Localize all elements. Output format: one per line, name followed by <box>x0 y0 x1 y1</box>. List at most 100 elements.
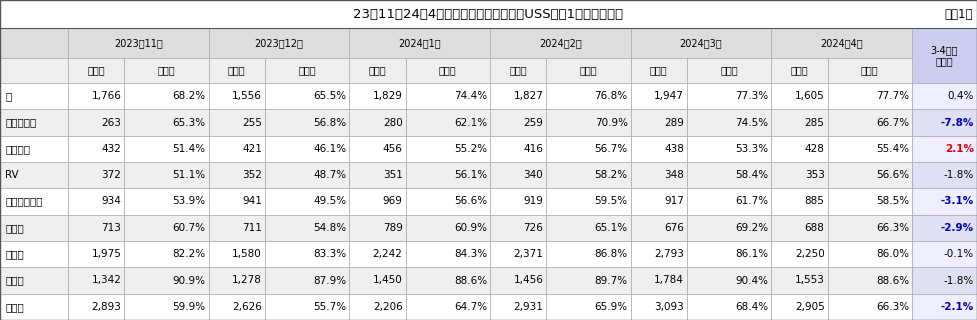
Bar <box>350 136 405 162</box>
Text: 428: 428 <box>805 144 825 154</box>
Text: 60.9%: 60.9% <box>454 223 487 233</box>
Bar <box>68 109 124 136</box>
Bar <box>124 58 209 83</box>
Text: -7.8%: -7.8% <box>941 117 974 127</box>
Text: 280: 280 <box>383 117 403 127</box>
Text: 66.7%: 66.7% <box>875 117 909 127</box>
Text: -3.1%: -3.1% <box>941 196 974 206</box>
Bar <box>828 241 912 267</box>
Text: 1,605: 1,605 <box>795 91 825 101</box>
Bar <box>771 188 828 215</box>
Text: 885: 885 <box>805 196 825 206</box>
Text: 263: 263 <box>102 117 121 127</box>
Text: 【表1】: 【表1】 <box>945 7 973 20</box>
Text: 917: 917 <box>664 196 684 206</box>
Bar <box>265 58 350 83</box>
Bar <box>687 136 771 162</box>
Bar <box>0 28 68 58</box>
Text: 3-4月比
成約率: 3-4月比 成約率 <box>931 45 958 66</box>
Text: 成約率: 成約率 <box>157 66 175 76</box>
Bar <box>124 215 209 241</box>
Bar <box>405 136 490 162</box>
Bar <box>265 136 350 162</box>
Bar <box>0 58 68 83</box>
Text: 77.7%: 77.7% <box>875 91 909 101</box>
Text: 348: 348 <box>664 170 684 180</box>
Text: 出品数: 出品数 <box>228 66 245 76</box>
Text: 65.3%: 65.3% <box>173 117 206 127</box>
Text: 2,626: 2,626 <box>233 302 262 312</box>
Text: 82.2%: 82.2% <box>173 249 206 259</box>
Bar <box>631 28 771 58</box>
Bar <box>124 294 209 320</box>
Text: 51.4%: 51.4% <box>173 144 206 154</box>
Bar <box>490 136 546 162</box>
Text: 90.4%: 90.4% <box>736 276 768 285</box>
Bar <box>687 188 771 215</box>
Bar <box>0 215 68 241</box>
Text: 1,278: 1,278 <box>233 276 262 285</box>
Text: 1,975: 1,975 <box>92 249 121 259</box>
Bar <box>405 215 490 241</box>
Text: 2,905: 2,905 <box>795 302 825 312</box>
Text: 2,206: 2,206 <box>373 302 403 312</box>
Text: 86.8%: 86.8% <box>595 249 627 259</box>
Bar <box>687 162 771 188</box>
Bar <box>68 188 124 215</box>
Text: 2,242: 2,242 <box>372 249 403 259</box>
Text: 56.1%: 56.1% <box>454 170 487 180</box>
Bar <box>631 267 687 294</box>
Bar <box>546 162 631 188</box>
Bar <box>490 83 546 109</box>
Text: 2024年3月: 2024年3月 <box>680 38 722 48</box>
Bar <box>68 28 209 58</box>
Text: 成約率: 成約率 <box>439 66 456 76</box>
Bar <box>912 162 977 188</box>
Text: 0.4%: 0.4% <box>948 91 974 101</box>
Text: 2,893: 2,893 <box>92 302 121 312</box>
Bar <box>0 162 68 188</box>
Bar <box>687 83 771 109</box>
Bar <box>771 241 828 267</box>
Text: 2,250: 2,250 <box>795 249 825 259</box>
Text: 62.1%: 62.1% <box>454 117 487 127</box>
Bar <box>209 109 265 136</box>
Text: 789: 789 <box>383 223 403 233</box>
Text: 出品数: 出品数 <box>650 66 667 76</box>
Text: 74.4%: 74.4% <box>454 91 487 101</box>
Text: 55.4%: 55.4% <box>875 144 909 154</box>
Text: 289: 289 <box>664 117 684 127</box>
Bar <box>265 267 350 294</box>
Text: 64.7%: 64.7% <box>454 302 487 312</box>
Text: 688: 688 <box>805 223 825 233</box>
Bar <box>631 58 687 83</box>
Bar <box>350 109 405 136</box>
Text: 2023年11月: 2023年11月 <box>114 38 163 48</box>
Text: 出品数: 出品数 <box>368 66 386 76</box>
Bar <box>405 241 490 267</box>
Bar <box>0 188 68 215</box>
Bar <box>68 294 124 320</box>
Text: 2.1%: 2.1% <box>945 144 974 154</box>
Bar <box>828 83 912 109</box>
Text: 88.6%: 88.6% <box>454 276 487 285</box>
Bar <box>209 136 265 162</box>
Text: ミニバン: ミニバン <box>5 144 30 154</box>
Bar <box>771 267 828 294</box>
Text: 726: 726 <box>524 223 543 233</box>
Bar <box>490 162 546 188</box>
Text: 2,793: 2,793 <box>654 249 684 259</box>
Text: 934: 934 <box>102 196 121 206</box>
Text: 90.9%: 90.9% <box>173 276 206 285</box>
Bar <box>687 109 771 136</box>
Text: 53.9%: 53.9% <box>173 196 206 206</box>
Bar <box>631 188 687 215</box>
Bar <box>912 267 977 294</box>
Text: 54.8%: 54.8% <box>314 223 346 233</box>
Text: 86.0%: 86.0% <box>876 249 909 259</box>
Bar <box>350 188 405 215</box>
Text: 2,371: 2,371 <box>513 249 543 259</box>
Text: 55.7%: 55.7% <box>314 302 346 312</box>
Bar <box>350 267 405 294</box>
Text: -2.9%: -2.9% <box>941 223 974 233</box>
